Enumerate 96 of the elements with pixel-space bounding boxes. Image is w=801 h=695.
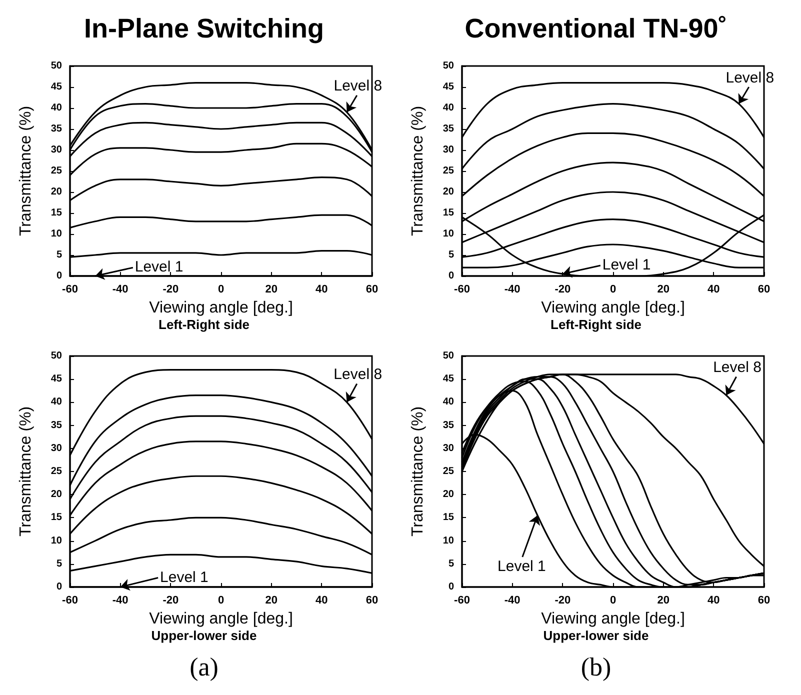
x-axis-title: Viewing angle [deg.] — [149, 299, 293, 316]
y-tick-label: 35 — [50, 420, 62, 431]
x-tick-label: -40 — [112, 594, 128, 606]
y-tick-label: 35 — [442, 420, 454, 431]
x-tick-label: 40 — [316, 284, 328, 296]
x-tick-label: 40 — [708, 284, 720, 296]
y-tick-label: 45 — [442, 374, 454, 385]
x-tick-label: 60 — [366, 284, 378, 296]
y-tick-label: 0 — [448, 582, 454, 592]
y-tick-label: 0 — [56, 582, 62, 592]
y-tick-label: 15 — [50, 512, 62, 524]
x-tick-label: -60 — [62, 284, 78, 296]
y-tick-label: 25 — [50, 466, 62, 477]
annotation: Level 1 — [498, 558, 546, 575]
y-tick-label: 20 — [50, 489, 62, 500]
y-tick-label: 20 — [442, 489, 454, 500]
x-tick-label: 0 — [610, 284, 616, 296]
chart-title: Conventional TN-90˚ — [464, 14, 728, 44]
y-tick-label: 15 — [442, 208, 454, 218]
x-axis-title: Viewing angle [deg.] — [541, 299, 685, 316]
y-tick-label: 0 — [56, 270, 62, 282]
x-tick-label: 60 — [758, 284, 770, 296]
y-axis-title: Transmittance (%) — [410, 406, 426, 537]
y-tick-label: 5 — [448, 250, 454, 260]
annotation: Level 8 — [334, 366, 382, 383]
y-tick-label: 15 — [442, 512, 454, 524]
x-tick-label: 20 — [657, 284, 670, 296]
x-tick-label: 40 — [708, 594, 720, 606]
y-tick-label: 40 — [442, 396, 454, 408]
y-axis-title: Transmittance (%) — [18, 106, 34, 236]
x-tick-label: -60 — [454, 284, 470, 296]
annotation: Level 1 — [134, 258, 184, 276]
y-tick-label: 30 — [442, 442, 454, 454]
x-tick-label: 20 — [265, 594, 278, 606]
y-tick-label: 45 — [50, 82, 62, 92]
x-tick-label: -40 — [112, 284, 128, 296]
y-tick-label: 40 — [442, 102, 454, 114]
y-tick-label: 5 — [56, 558, 62, 570]
x-tick-label: -20 — [554, 594, 571, 606]
y-tick-label: 5 — [448, 558, 454, 570]
chart-title: In-Plane Switching — [84, 14, 324, 44]
x-axis-title: Viewing angle [deg.] — [149, 610, 293, 628]
y-tick-label: 45 — [50, 374, 62, 385]
y-tick-label: 5 — [56, 250, 62, 260]
y-tick-label: 30 — [50, 144, 62, 156]
y-tick-label: 20 — [442, 186, 454, 198]
text: (a) — [190, 652, 218, 682]
x-tick-label: 20 — [657, 594, 670, 606]
annotation: Level 1 — [602, 256, 651, 274]
y-axis-title: Transmittance (%) — [18, 406, 34, 537]
x-tick-label: -60 — [454, 594, 470, 606]
x-tick-label: 60 — [366, 594, 378, 606]
y-tick-label: 30 — [50, 442, 62, 454]
y-tick-label: 50 — [442, 350, 454, 362]
annotation: Level 8 — [334, 78, 382, 95]
y-tick-label: 25 — [442, 166, 454, 176]
x-tick-label: -60 — [62, 594, 78, 606]
y-tick-label: 15 — [50, 208, 62, 218]
y-axis-title: Transmittance (%) — [410, 106, 426, 236]
x-tick-label: 60 — [758, 594, 770, 606]
y-tick-label: 35 — [50, 124, 62, 134]
x-tick-label: -20 — [162, 594, 179, 606]
y-tick-label: 50 — [50, 60, 62, 72]
x-tick-label: -20 — [554, 284, 571, 296]
y-tick-label: 10 — [50, 228, 62, 240]
y-tick-label: 10 — [442, 228, 454, 240]
y-tick-label: 45 — [442, 82, 454, 92]
annotation: Level 8 — [726, 69, 774, 86]
text: Left-Right side — [158, 317, 250, 332]
y-tick-label: 30 — [442, 144, 454, 156]
y-tick-label: 25 — [50, 166, 62, 176]
x-tick-label: -20 — [162, 284, 179, 296]
x-tick-label: 0 — [218, 594, 224, 606]
y-tick-label: 25 — [442, 466, 454, 477]
y-tick-label: 0 — [448, 270, 454, 282]
text: (b) — [580, 652, 612, 682]
y-tick-label: 50 — [50, 350, 62, 362]
x-tick-label: 40 — [316, 594, 328, 606]
y-tick-label: 10 — [50, 535, 62, 546]
x-tick-label: 20 — [265, 284, 278, 296]
text: Upper-lower side — [151, 628, 257, 643]
y-tick-label: 40 — [50, 102, 62, 114]
x-tick-label: 0 — [218, 284, 224, 296]
y-tick-label: 10 — [442, 535, 454, 546]
y-tick-label: 50 — [442, 60, 454, 72]
y-tick-label: 20 — [50, 186, 62, 198]
x-axis-title: Viewing angle [deg.] — [541, 610, 685, 628]
y-tick-label: 35 — [442, 124, 454, 134]
x-tick-label: -40 — [504, 594, 520, 606]
x-tick-label: -40 — [504, 284, 520, 296]
y-tick-label: 40 — [50, 396, 62, 408]
text: Left-Right side — [550, 317, 642, 332]
x-tick-label: 0 — [610, 594, 616, 606]
annotation: Level 1 — [160, 568, 208, 586]
annotation: Level 8 — [713, 359, 762, 376]
text: Upper-lower side — [543, 628, 649, 643]
